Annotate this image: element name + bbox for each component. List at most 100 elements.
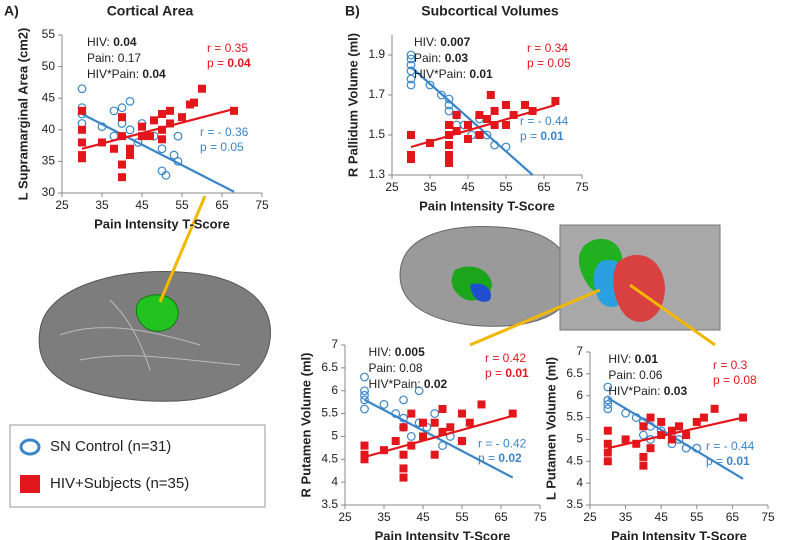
point bbox=[126, 151, 134, 160]
x-tick-label: 55 bbox=[690, 510, 704, 524]
stat-label: HIV: bbox=[414, 35, 437, 49]
y-tick-label: 5 bbox=[576, 432, 583, 446]
point bbox=[407, 131, 415, 139]
p-annotation: p = 0.01 bbox=[485, 366, 529, 380]
x-tick-label: 75 bbox=[575, 180, 589, 194]
stat-label: Pain: bbox=[87, 51, 114, 65]
point bbox=[639, 422, 648, 431]
point bbox=[464, 121, 472, 129]
x-tick-label: 75 bbox=[533, 510, 547, 524]
fit-line bbox=[81, 107, 235, 150]
chart-title: Cortical Area bbox=[107, 3, 194, 19]
point bbox=[407, 409, 416, 418]
point bbox=[667, 426, 676, 435]
point bbox=[445, 141, 453, 149]
y-axis-label: R Pallidum Volume (ml) bbox=[345, 33, 360, 177]
point bbox=[406, 432, 416, 441]
x-tick-label: 65 bbox=[215, 198, 229, 212]
x-tick-label: 75 bbox=[761, 510, 775, 524]
legend bbox=[9, 424, 266, 508]
point bbox=[509, 111, 518, 119]
x-tick-label: 45 bbox=[461, 180, 475, 194]
point bbox=[406, 60, 416, 70]
point bbox=[360, 395, 369, 405]
legend-marker bbox=[19, 438, 41, 456]
point bbox=[399, 450, 408, 459]
stat-annotation: Pain: 0.08 bbox=[369, 361, 423, 375]
point bbox=[360, 455, 369, 464]
p-value: 0.05 bbox=[220, 140, 244, 154]
point bbox=[166, 119, 174, 128]
stat-label: HIV: bbox=[608, 352, 631, 366]
y-tick-label: 1.5 bbox=[368, 127, 385, 141]
stat-annotation: Pain: 0.03 bbox=[414, 51, 468, 65]
point bbox=[158, 110, 166, 118]
fit-line bbox=[410, 103, 556, 149]
y-tick-label: 6.5 bbox=[566, 366, 583, 380]
x-tick-label: 75 bbox=[255, 198, 269, 212]
point bbox=[360, 441, 369, 450]
point bbox=[458, 409, 466, 418]
stat-annotation: Pain: 0.17 bbox=[87, 51, 141, 65]
x-tick-label: 35 bbox=[95, 198, 109, 212]
point bbox=[464, 135, 472, 143]
point bbox=[399, 464, 408, 473]
x-tick-label: 35 bbox=[423, 180, 437, 194]
point bbox=[109, 106, 119, 116]
point bbox=[426, 139, 434, 147]
point bbox=[157, 144, 167, 154]
point bbox=[126, 144, 134, 153]
p-label: p = bbox=[527, 56, 544, 70]
point bbox=[360, 450, 369, 459]
point bbox=[458, 437, 466, 445]
point bbox=[502, 121, 510, 129]
point bbox=[477, 400, 486, 409]
point bbox=[125, 125, 135, 135]
y-axis-label: R Putamen Volume (ml) bbox=[298, 353, 313, 498]
stat-value: 0.08 bbox=[399, 361, 423, 375]
y-tick-label: 3.5 bbox=[566, 497, 583, 511]
y-tick-label: 45 bbox=[42, 90, 56, 104]
point bbox=[490, 107, 499, 115]
r-annotation: r = 0.35 bbox=[207, 41, 248, 55]
point bbox=[117, 103, 127, 113]
stat-value: 0.007 bbox=[440, 35, 470, 49]
brain-illustration-center bbox=[399, 224, 721, 347]
r-annotation: r = - 0.44 bbox=[706, 439, 755, 453]
point bbox=[380, 446, 388, 455]
point bbox=[445, 159, 453, 167]
point bbox=[414, 386, 424, 396]
x-axis-label: Pain Intensity T-Score bbox=[419, 198, 555, 213]
p-label: p = bbox=[520, 129, 537, 143]
y-axis-label: L Supramarginal Area (cm2) bbox=[15, 28, 30, 201]
p-annotation: p = 0.02 bbox=[478, 451, 522, 465]
y-axis-label: L Putamen Volume (ml) bbox=[543, 357, 558, 500]
stat-annotation: HIV: 0.007 bbox=[414, 35, 471, 49]
y-tick-label: 35 bbox=[42, 154, 56, 168]
point bbox=[430, 450, 439, 459]
point bbox=[78, 138, 86, 147]
point bbox=[406, 50, 416, 60]
stat-value: 0.01 bbox=[469, 67, 493, 81]
point bbox=[639, 452, 648, 461]
stat-annotation: HIV: 0.04 bbox=[87, 35, 137, 49]
point bbox=[161, 170, 171, 180]
point bbox=[407, 441, 416, 450]
y-tick-label: 7 bbox=[331, 337, 338, 351]
y-tick-label: 50 bbox=[42, 59, 56, 73]
point bbox=[360, 386, 369, 396]
point bbox=[632, 439, 641, 448]
p-annotation: p = 0.01 bbox=[706, 454, 750, 468]
point bbox=[502, 101, 510, 109]
stat-value: 0.03 bbox=[664, 384, 688, 398]
point bbox=[639, 430, 648, 440]
stat-label: HIV*Pain: bbox=[608, 384, 660, 398]
p-value: 0.05 bbox=[547, 56, 571, 70]
x-axis-label: Pain Intensity T-Score bbox=[375, 528, 511, 540]
fit-line bbox=[364, 414, 513, 459]
chart-title: Subcortical Volumes bbox=[421, 3, 559, 19]
x-tick-label: 25 bbox=[385, 180, 399, 194]
stat-value: 0.06 bbox=[639, 368, 663, 382]
y-tick-label: 4 bbox=[576, 475, 583, 489]
